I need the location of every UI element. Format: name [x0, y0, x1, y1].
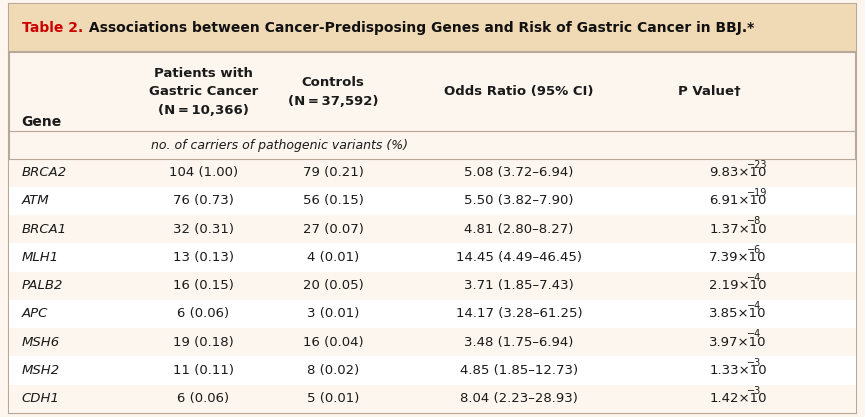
Text: 16 (0.04): 16 (0.04): [303, 336, 363, 349]
Text: 6.91×10: 6.91×10: [709, 194, 766, 207]
Text: 56 (0.15): 56 (0.15): [303, 194, 363, 207]
Bar: [9, 187, 856, 215]
Text: 1.42×10: 1.42×10: [709, 392, 766, 405]
Text: −8: −8: [746, 216, 761, 226]
Text: 8 (0.02): 8 (0.02): [307, 364, 359, 377]
Text: 27 (0.07): 27 (0.07): [303, 223, 363, 236]
Text: −3: −3: [746, 386, 761, 396]
Bar: [9, 4, 856, 52]
Text: Patients with: Patients with: [154, 67, 253, 80]
Text: Odds Ratio (95% CI): Odds Ratio (95% CI): [445, 85, 593, 98]
Text: −6: −6: [746, 244, 761, 254]
Text: 5.08 (3.72–6.94): 5.08 (3.72–6.94): [465, 166, 573, 179]
Text: −4: −4: [746, 329, 761, 339]
Text: −19: −19: [746, 188, 767, 198]
Text: 5 (0.01): 5 (0.01): [307, 392, 359, 405]
Text: BRCA1: BRCA1: [22, 223, 67, 236]
Text: 2.19×10: 2.19×10: [709, 279, 766, 292]
Text: 14.45 (4.49–46.45): 14.45 (4.49–46.45): [456, 251, 582, 264]
Text: 1.37×10: 1.37×10: [709, 223, 767, 236]
Text: 1.33×10: 1.33×10: [709, 364, 767, 377]
Bar: [9, 243, 856, 271]
Text: Table 2.: Table 2.: [22, 21, 83, 35]
Text: 11 (0.11): 11 (0.11): [173, 364, 234, 377]
Text: 16 (0.15): 16 (0.15): [173, 279, 234, 292]
Text: MLH1: MLH1: [22, 251, 59, 264]
Text: 4.81 (2.80–8.27): 4.81 (2.80–8.27): [465, 223, 573, 236]
Text: 6 (0.06): 6 (0.06): [177, 307, 229, 320]
Text: 20 (0.05): 20 (0.05): [303, 279, 363, 292]
Text: 104 (1.00): 104 (1.00): [169, 166, 238, 179]
Text: BRCA2: BRCA2: [22, 166, 67, 179]
Text: −4: −4: [746, 301, 761, 311]
Text: 79 (0.21): 79 (0.21): [303, 166, 363, 179]
Text: 32 (0.31): 32 (0.31): [173, 223, 234, 236]
Text: Gastric Cancer: Gastric Cancer: [149, 85, 258, 98]
Bar: [9, 271, 856, 300]
Text: no. of carriers of pathogenic variants (%): no. of carriers of pathogenic variants (…: [151, 138, 408, 151]
Text: 13 (0.13): 13 (0.13): [173, 251, 234, 264]
Text: 3.48 (1.75–6.94): 3.48 (1.75–6.94): [465, 336, 573, 349]
Text: 3.97×10: 3.97×10: [709, 336, 766, 349]
Text: −3: −3: [746, 357, 761, 367]
Text: 19 (0.18): 19 (0.18): [173, 336, 234, 349]
Text: 3.71 (1.85–7.43): 3.71 (1.85–7.43): [465, 279, 573, 292]
Text: (N = 10,366): (N = 10,366): [157, 104, 249, 117]
Text: 3.85×10: 3.85×10: [709, 307, 766, 320]
Text: PALB2: PALB2: [22, 279, 63, 292]
Text: Gene: Gene: [22, 116, 62, 129]
Text: 76 (0.73): 76 (0.73): [173, 194, 234, 207]
Text: 9.83×10: 9.83×10: [709, 166, 766, 179]
Text: 4.85 (1.85–12.73): 4.85 (1.85–12.73): [460, 364, 578, 377]
Text: Controls: Controls: [302, 76, 364, 89]
Bar: [9, 158, 856, 187]
Text: 6 (0.06): 6 (0.06): [177, 392, 229, 405]
Bar: [9, 356, 856, 384]
Text: 4 (0.01): 4 (0.01): [307, 251, 359, 264]
Text: −4: −4: [746, 273, 761, 283]
Text: CDH1: CDH1: [22, 392, 60, 405]
Bar: [9, 328, 856, 356]
Text: APC: APC: [22, 307, 48, 320]
Text: P Value†: P Value†: [678, 85, 740, 98]
Text: MSH2: MSH2: [22, 364, 60, 377]
Text: 8.04 (2.23–28.93): 8.04 (2.23–28.93): [460, 392, 578, 405]
Text: 3 (0.01): 3 (0.01): [307, 307, 359, 320]
Bar: [9, 215, 856, 243]
Text: MSH6: MSH6: [22, 336, 60, 349]
Text: −23: −23: [746, 160, 767, 170]
Text: (N = 37,592): (N = 37,592): [288, 95, 378, 108]
Text: 7.39×10: 7.39×10: [709, 251, 766, 264]
Text: ATM: ATM: [22, 194, 49, 207]
Bar: [9, 300, 856, 328]
Text: Associations between Cancer-Predisposing Genes and Risk of Gastric Cancer in BBJ: Associations between Cancer-Predisposing…: [84, 21, 754, 35]
Text: 14.17 (3.28–61.25): 14.17 (3.28–61.25): [456, 307, 582, 320]
Bar: [9, 384, 856, 413]
Text: 5.50 (3.82–7.90): 5.50 (3.82–7.90): [465, 194, 573, 207]
